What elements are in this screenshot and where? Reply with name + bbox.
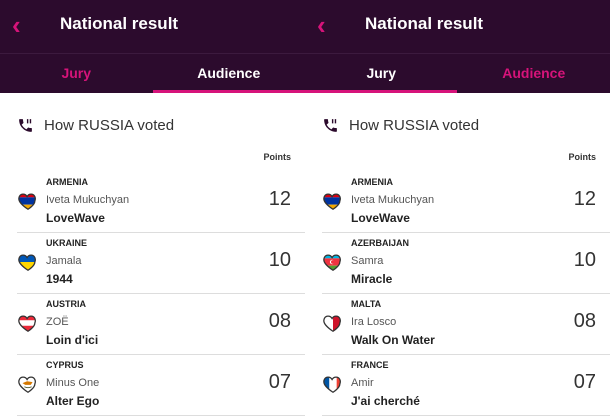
active-tab-indicator <box>305 90 457 93</box>
country-name: ARMENIA <box>351 177 393 187</box>
artist-name: Amir <box>351 377 374 389</box>
artist-name: Jamala <box>46 255 82 267</box>
song-title: Loin d'ici <box>46 333 99 347</box>
voting-heading: How RUSSIA voted <box>322 117 610 134</box>
azerbaijan-flag-heart-icon <box>322 251 344 273</box>
artist-name: Iveta Mukuchyan <box>46 194 130 206</box>
result-row[interactable]: CYPRUS Minus One Alter Ego 07 <box>17 355 305 416</box>
artist-name: ZOË <box>46 316 69 328</box>
result-row[interactable]: AZERBAIJAN Samra Miracle 10 <box>322 233 610 294</box>
result-row[interactable]: ARMENIA Iveta Mukuchyan LoveWave 12 <box>17 172 305 233</box>
points-value: 10 <box>573 249 596 271</box>
app-header: ‹ National result <box>305 0 610 53</box>
points-value: 10 <box>268 249 291 271</box>
result-row[interactable]: AUSTRIA ZOË Loin d'ici 08 <box>17 294 305 355</box>
song-title: LoveWave <box>351 211 410 225</box>
back-chevron-icon[interactable]: ‹ <box>12 10 21 40</box>
country-name: UKRAINE <box>46 238 88 248</box>
points-value: 08 <box>573 310 596 332</box>
app-header: ‹ National result <box>0 0 305 53</box>
points-value: 12 <box>573 188 596 210</box>
song-title: LoveWave <box>46 211 105 225</box>
country-name: ARMENIA <box>46 177 88 187</box>
artist-name: Samra <box>351 255 384 267</box>
result-row[interactable]: FRANCE Amir J'ai cherché 07 <box>322 355 610 416</box>
tab-audience[interactable]: Audience <box>502 65 566 81</box>
artist-name: Ira Losco <box>351 316 397 328</box>
country-name: CYPRUS <box>46 360 84 370</box>
result-row[interactable]: UKRAINE Jamala 1944 10 <box>17 233 305 294</box>
points-column-header: Points <box>263 152 291 162</box>
page-title: National result <box>60 14 179 33</box>
voting-heading-text: How RUSSIA voted <box>44 117 175 134</box>
tab-bar: Jury Audience <box>0 53 305 93</box>
phone-vote-icon <box>324 119 337 132</box>
armenia-flag-heart-icon <box>17 190 39 212</box>
song-title: 1944 <box>46 272 73 286</box>
back-chevron-icon[interactable]: ‹ <box>317 10 326 40</box>
points-value: 07 <box>268 371 291 393</box>
active-tab-indicator <box>153 90 305 93</box>
song-title: Alter Ego <box>46 394 100 408</box>
points-value: 12 <box>268 188 291 210</box>
ukraine-flag-heart-icon <box>17 251 39 273</box>
country-name: MALTA <box>351 299 382 309</box>
malta-flag-heart-icon <box>322 312 344 334</box>
country-name: AUSTRIA <box>46 299 86 309</box>
france-flag-heart-icon <box>322 373 344 395</box>
result-row[interactable]: ARMENIA Iveta Mukuchyan LoveWave 12 <box>322 172 610 233</box>
points-value: 08 <box>268 310 291 332</box>
tab-jury[interactable]: Jury <box>366 65 397 81</box>
cyprus-flag-heart-icon <box>17 373 39 395</box>
song-title: J'ai cherché <box>351 394 420 408</box>
artist-name: Minus One <box>46 377 100 389</box>
left-panel: ‹ National result Jury Audience How RUSS… <box>0 0 305 416</box>
austria-flag-heart-icon <box>17 312 39 334</box>
voting-heading: How RUSSIA voted <box>17 117 305 134</box>
tab-jury[interactable]: Jury <box>61 65 92 81</box>
page-title: National result <box>365 14 484 33</box>
armenia-flag-heart-icon <box>322 190 344 212</box>
right-panel: ‹ National result Jury Audience How RUSS… <box>305 0 610 419</box>
voting-heading-text: How RUSSIA voted <box>349 117 480 134</box>
result-row[interactable]: MALTA Ira Losco Walk On Water 08 <box>322 294 610 355</box>
phone-vote-icon <box>19 119 32 132</box>
country-name: AZERBAIJAN <box>351 238 410 248</box>
song-title: Walk On Water <box>351 333 435 347</box>
tab-bar: Jury Audience <box>305 53 610 93</box>
tab-audience[interactable]: Audience <box>197 65 261 81</box>
artist-name: Iveta Mukuchyan <box>351 194 435 206</box>
points-value: 07 <box>573 371 596 393</box>
points-column-header: Points <box>568 152 596 162</box>
country-name: FRANCE <box>351 360 389 370</box>
song-title: Miracle <box>351 272 393 286</box>
